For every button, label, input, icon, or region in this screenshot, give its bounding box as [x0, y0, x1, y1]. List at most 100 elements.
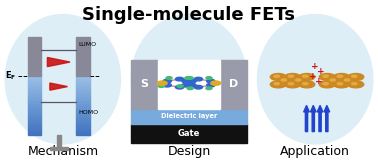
Bar — [76, 133, 90, 135]
Bar — [158, 60, 220, 109]
Bar — [76, 131, 90, 133]
Ellipse shape — [5, 14, 121, 145]
Bar — [28, 119, 41, 121]
Bar — [76, 37, 90, 76]
Circle shape — [330, 79, 336, 81]
Bar — [76, 98, 90, 99]
Bar — [76, 107, 90, 109]
Circle shape — [302, 75, 308, 77]
Text: Gate: Gate — [178, 129, 200, 138]
Bar — [76, 80, 90, 82]
Circle shape — [348, 73, 364, 80]
Bar — [131, 60, 158, 109]
Ellipse shape — [257, 14, 373, 145]
Bar — [76, 129, 90, 131]
Circle shape — [295, 79, 301, 81]
FancyArrow shape — [324, 105, 330, 132]
Circle shape — [206, 87, 212, 90]
Bar — [76, 115, 90, 117]
Text: D: D — [229, 79, 239, 89]
Text: +: + — [311, 63, 319, 71]
Circle shape — [288, 75, 294, 77]
Circle shape — [211, 81, 221, 85]
Bar — [76, 121, 90, 123]
Bar — [28, 78, 41, 80]
Circle shape — [344, 79, 350, 81]
Circle shape — [274, 82, 279, 85]
Bar — [76, 119, 90, 121]
FancyArrow shape — [304, 105, 309, 132]
Circle shape — [292, 77, 308, 84]
Ellipse shape — [131, 14, 247, 145]
Bar — [28, 127, 41, 129]
Bar — [131, 124, 247, 143]
Bar — [28, 92, 41, 94]
Circle shape — [194, 85, 203, 89]
Circle shape — [274, 75, 279, 77]
Text: +: + — [315, 77, 323, 86]
Text: Design: Design — [167, 145, 211, 158]
Bar — [28, 84, 41, 86]
Bar — [220, 60, 247, 109]
Bar — [28, 105, 41, 107]
Bar — [28, 103, 41, 105]
Bar — [28, 82, 41, 84]
Circle shape — [158, 85, 164, 87]
Text: Single-molecule FETs: Single-molecule FETs — [82, 6, 296, 24]
Circle shape — [323, 82, 328, 85]
Circle shape — [182, 83, 190, 87]
Text: S: S — [140, 79, 148, 89]
Bar — [28, 117, 41, 119]
Bar — [76, 76, 90, 78]
Circle shape — [327, 77, 342, 84]
FancyArrow shape — [317, 105, 323, 132]
Bar — [76, 90, 90, 92]
Text: $\mathbf{E_F}$: $\mathbf{E_F}$ — [5, 70, 17, 82]
Circle shape — [187, 87, 193, 90]
Bar — [28, 37, 41, 76]
Circle shape — [337, 75, 343, 77]
Circle shape — [157, 81, 167, 85]
Bar — [76, 94, 90, 96]
Circle shape — [288, 82, 294, 85]
Polygon shape — [47, 57, 70, 67]
Circle shape — [166, 77, 172, 79]
Circle shape — [341, 77, 356, 84]
Bar — [28, 109, 41, 111]
Bar — [76, 92, 90, 94]
Bar — [76, 103, 90, 105]
Bar — [76, 123, 90, 125]
Circle shape — [182, 79, 190, 83]
Text: Dielectric layer: Dielectric layer — [161, 114, 217, 119]
Circle shape — [337, 82, 343, 85]
Polygon shape — [50, 83, 68, 90]
Bar — [28, 131, 41, 133]
Circle shape — [175, 77, 184, 81]
Bar — [28, 125, 41, 127]
Circle shape — [175, 85, 184, 89]
Bar — [28, 115, 41, 117]
Circle shape — [281, 79, 287, 81]
Bar — [76, 101, 90, 103]
Bar — [76, 82, 90, 84]
Bar — [76, 113, 90, 115]
Bar — [76, 96, 90, 98]
Circle shape — [334, 73, 349, 80]
Circle shape — [319, 73, 335, 80]
Bar — [28, 101, 41, 103]
Circle shape — [163, 83, 171, 87]
Bar — [28, 111, 41, 113]
Circle shape — [270, 73, 286, 80]
Circle shape — [270, 81, 286, 88]
Bar — [131, 109, 247, 124]
Text: Mechanism: Mechanism — [27, 145, 98, 158]
Bar — [76, 111, 90, 113]
FancyArrow shape — [310, 105, 316, 132]
Bar — [76, 84, 90, 86]
Bar — [28, 107, 41, 109]
Text: LUMO: LUMO — [78, 42, 96, 47]
Circle shape — [323, 75, 328, 77]
Circle shape — [177, 85, 183, 87]
Circle shape — [352, 82, 357, 85]
Circle shape — [285, 81, 301, 88]
